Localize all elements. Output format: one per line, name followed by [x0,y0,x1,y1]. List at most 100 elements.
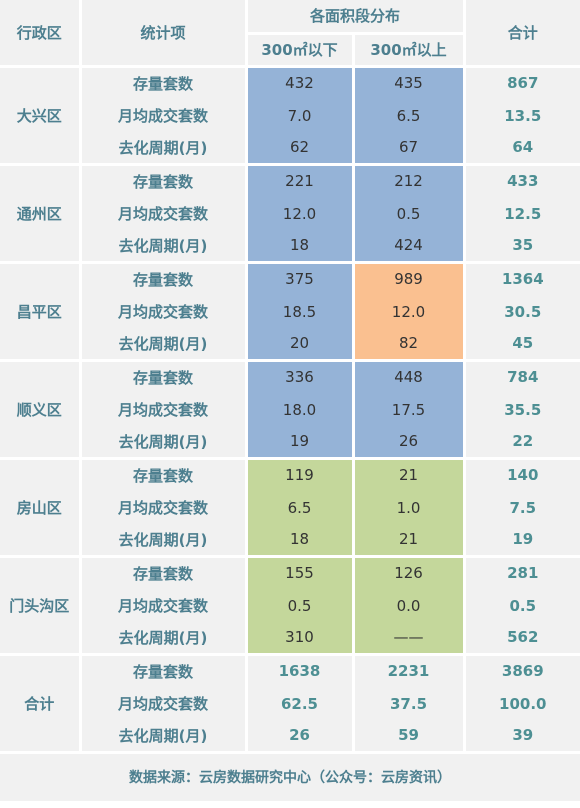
under-300-value: 12.0 [246,197,355,230]
item-label: 月均成交套数 [80,491,248,524]
item-label: 存量套数 [80,458,248,491]
over-300-value: —— [353,622,466,656]
item-label: 去化周期(月) [80,328,248,362]
under-300-value: 119 [246,458,355,491]
table-row: 去化周期(月) 19 26 22 [0,426,580,460]
under-300-value: 0.5 [246,589,355,622]
total-value: 3869 [464,654,580,687]
total-value: 22 [464,426,580,460]
header-district: 行政区 [0,0,82,68]
item-label: 月均成交套数 [80,687,248,720]
table-row: 通州区 存量套数 221 212 433 [0,164,580,264]
under-300-value: 336 [246,360,355,393]
under-300-value: 310 [246,622,355,656]
over-300-value: 448 [353,360,466,393]
over-300-value: 212 [353,164,466,197]
header-total: 合计 [464,0,580,68]
table-row: 月均成交套数 62.5 37.5 100.0 [0,687,580,720]
item-label: 去化周期(月) [80,230,248,264]
item-label: 去化周期(月) [80,426,248,460]
table-row: 月均成交套数 7.0 6.5 13.5 [0,99,580,132]
over-300-value: 2231 [353,654,466,687]
under-300-value: 6.5 [246,491,355,524]
over-300-value: 1.0 [353,491,466,524]
over-300-value: 126 [353,556,466,589]
under-300-value: 1638 [246,654,355,687]
table-row: 月均成交套数 18.0 17.5 35.5 [0,393,580,426]
total-value: 64 [464,132,580,166]
total-value: 100.0 [464,687,580,720]
item-label: 月均成交套数 [80,589,248,622]
under-300-value: 375 [246,262,355,295]
item-label: 月均成交套数 [80,197,248,230]
over-300-value: 989 [353,262,466,295]
total-value: 7.5 [464,491,580,524]
under-300-value: 7.0 [246,99,355,132]
total-value: 433 [464,164,580,197]
table-row: 门头沟区 存量套数 155 126 281 [0,556,580,656]
total-value: 35 [464,230,580,264]
data-source-footer: 数据来源：云房数据研究中心（公众号：云房资讯） [0,752,580,801]
total-value: 12.5 [464,197,580,230]
total-value: 30.5 [464,295,580,328]
item-label: 月均成交套数 [80,295,248,328]
item-label: 去化周期(月) [80,524,248,558]
region-name: 大兴区 [0,66,82,166]
total-value: 1364 [464,262,580,295]
under-300-value: 432 [246,66,355,99]
header-under-300: 300㎡以下 [246,33,355,68]
total-value: 19 [464,524,580,558]
total-value: 281 [464,556,580,589]
item-label: 存量套数 [80,654,248,687]
total-value: 35.5 [464,393,580,426]
table-row: 去化周期(月) 62 67 64 [0,132,580,166]
table-row: 去化周期(月) 20 82 45 [0,328,580,362]
total-value: 140 [464,458,580,491]
over-300-value: 0.0 [353,589,466,622]
region-name: 顺义区 [0,360,82,460]
item-label: 月均成交套数 [80,99,248,132]
table-row: 大兴区 存量套数 432 435 867 [0,66,580,166]
over-300-value: 17.5 [353,393,466,426]
item-label: 去化周期(月) [80,720,248,754]
under-300-value: 18.0 [246,393,355,426]
over-300-value: 67 [353,132,466,166]
table-row: 房山区 存量套数 119 21 140 [0,458,580,558]
table-row: 月均成交套数 12.0 0.5 12.5 [0,197,580,230]
under-300-value: 62 [246,132,355,166]
table-row: 去化周期(月) 26 59 39 [0,720,580,754]
under-300-value: 20 [246,328,355,362]
total-value: 39 [464,720,580,754]
over-300-value: 82 [353,328,466,362]
region-name: 通州区 [0,164,82,264]
table-row: 月均成交套数 0.5 0.0 0.5 [0,589,580,622]
item-label: 存量套数 [80,164,248,197]
table-row: 月均成交套数 6.5 1.0 7.5 [0,491,580,524]
over-300-value: 59 [353,720,466,754]
over-300-value: 435 [353,66,466,99]
over-300-value: 6.5 [353,99,466,132]
total-value: 45 [464,328,580,362]
under-300-value: 18.5 [246,295,355,328]
item-label: 存量套数 [80,556,248,589]
under-300-value: 18 [246,524,355,558]
over-300-value: 21 [353,458,466,491]
under-300-value: 26 [246,720,355,754]
total-value: 784 [464,360,580,393]
region-name: 合计 [0,654,82,754]
over-300-value: 0.5 [353,197,466,230]
item-label: 存量套数 [80,66,248,99]
over-300-value: 424 [353,230,466,264]
item-label: 存量套数 [80,360,248,393]
under-300-value: 221 [246,164,355,197]
region-name: 房山区 [0,458,82,558]
total-value: 13.5 [464,99,580,132]
over-300-value: 12.0 [353,295,466,328]
table-row: 昌平区 存量套数 375 989 1364 [0,262,580,362]
under-300-value: 155 [246,556,355,589]
over-300-value: 21 [353,524,466,558]
total-value: 0.5 [464,589,580,622]
header-over-300: 300㎡以上 [353,33,466,68]
